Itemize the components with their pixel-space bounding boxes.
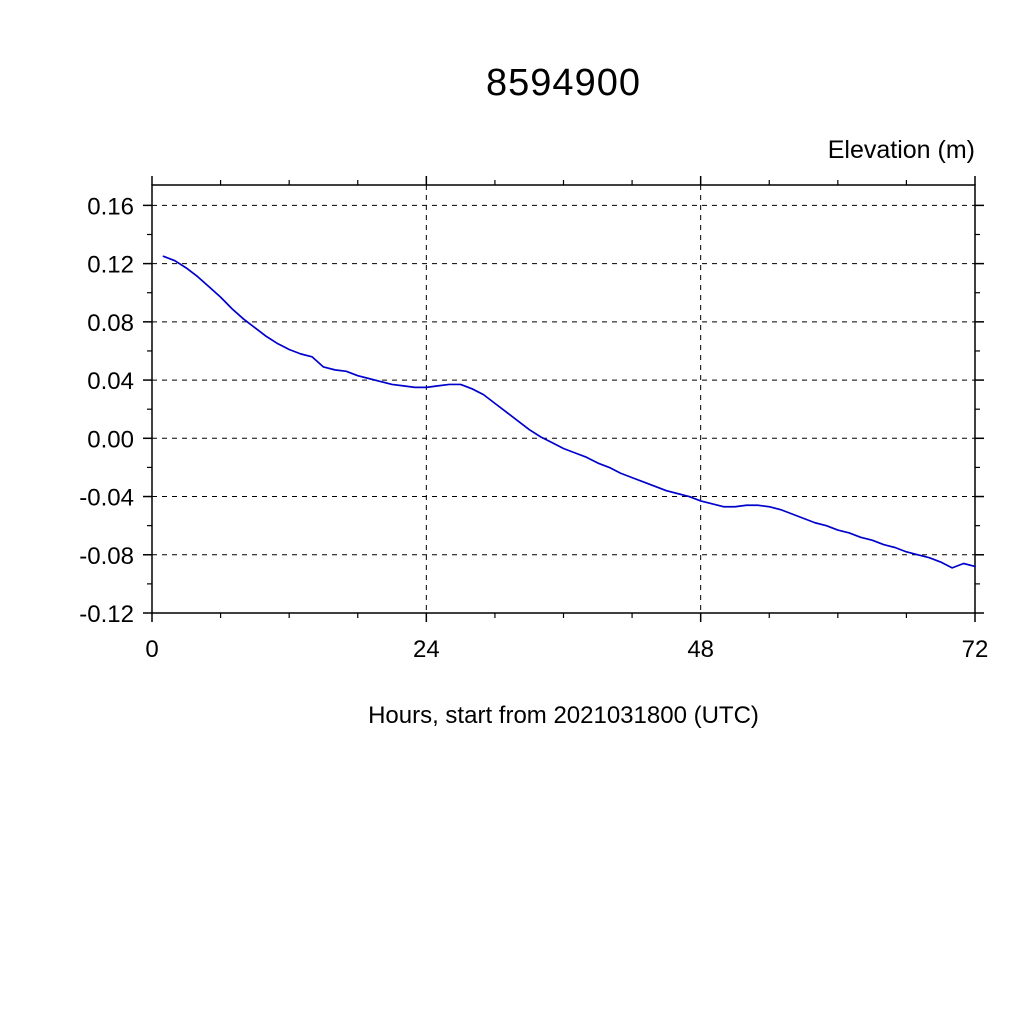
- x-tick-label: 72: [962, 636, 989, 663]
- x-tick-label: 48: [687, 636, 714, 663]
- y-tick-label: 0.00: [87, 426, 134, 453]
- chart-title: 8594900: [486, 62, 641, 104]
- y-tick-label: 0.12: [87, 252, 134, 279]
- x-tick-label: 0: [145, 636, 158, 663]
- axis-box: [151, 184, 976, 614]
- y-tick-label: -0.12: [79, 601, 134, 628]
- y-tick-label: 0.04: [87, 368, 134, 395]
- x-axis-label: Hours, start from 2021031800 (UTC): [368, 702, 759, 729]
- elevation-line: [162, 255, 976, 569]
- x-tick-label: 24: [413, 636, 440, 663]
- y-tick-label: 0.08: [87, 310, 134, 337]
- y-tick-label: -0.04: [79, 485, 134, 512]
- y-tick-label: 0.16: [87, 193, 134, 220]
- y-axis-unit-label: Elevation (m): [827, 136, 975, 164]
- y-tick-label: -0.08: [79, 543, 134, 570]
